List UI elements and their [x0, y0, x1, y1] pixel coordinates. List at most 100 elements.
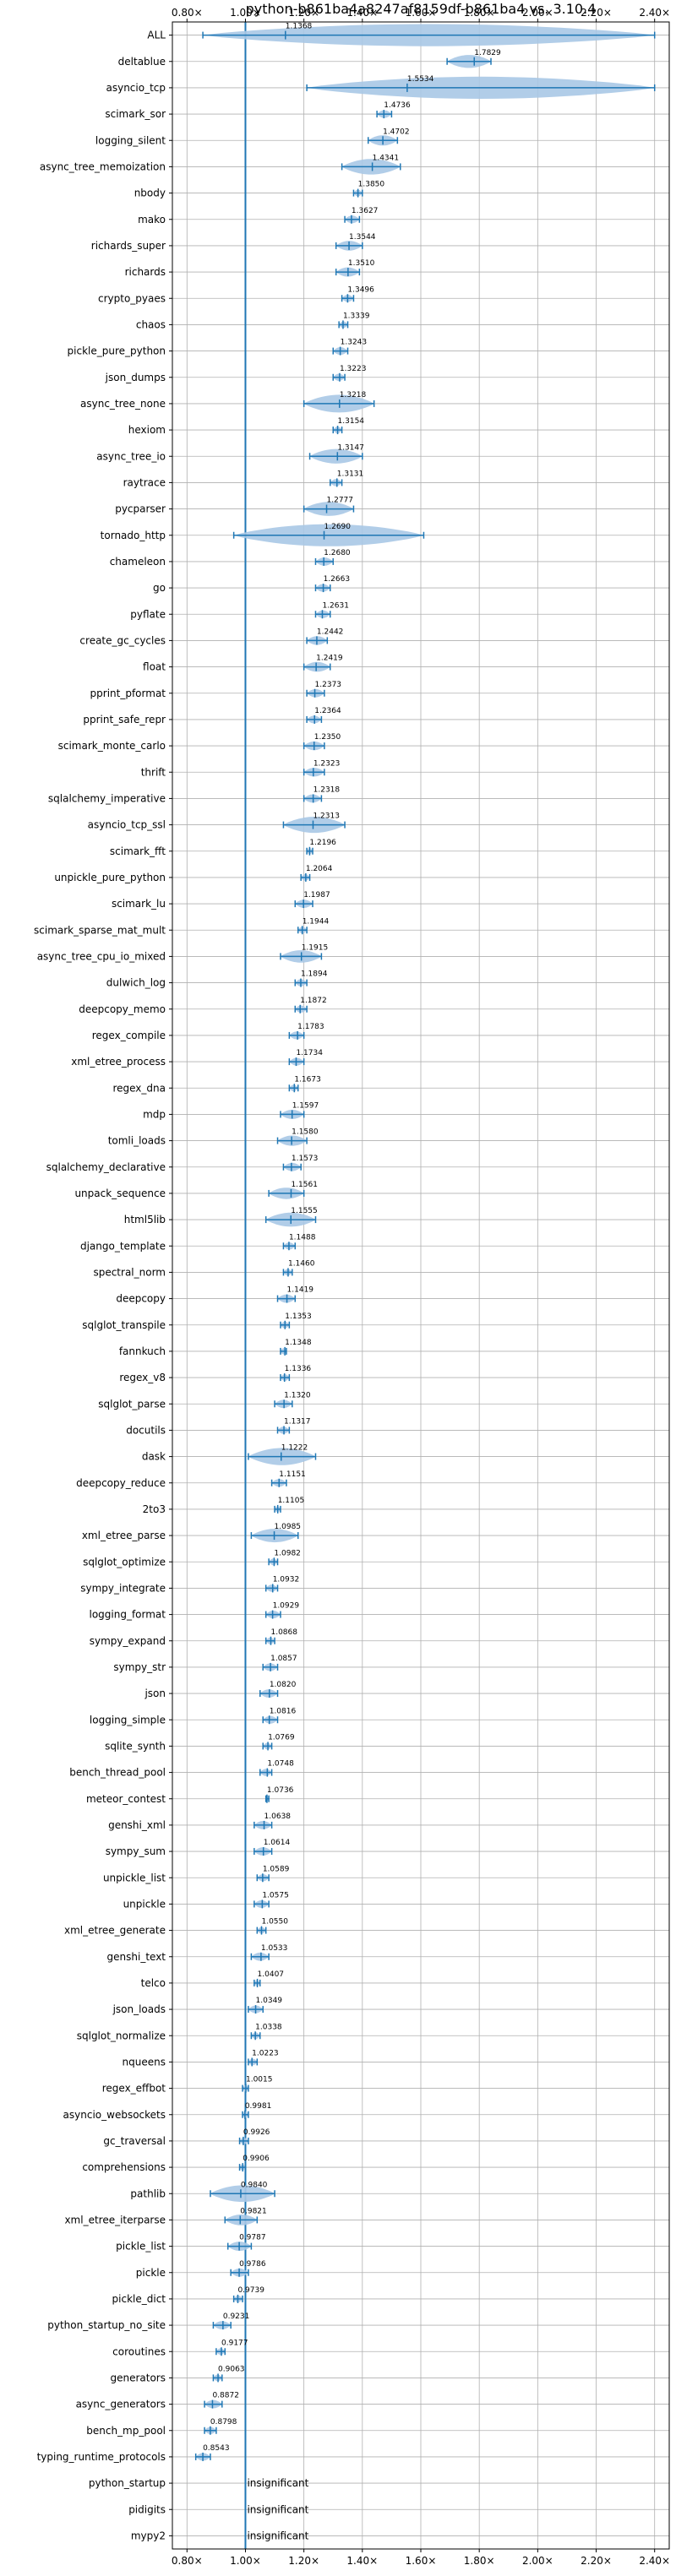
value-label: 0.9786 — [239, 2260, 266, 2269]
benchmark-label: sympy_str — [113, 1661, 166, 1673]
benchmark-label: generators — [110, 2372, 166, 2383]
value-label: 1.1561 — [291, 1181, 318, 1189]
benchmark-label: bench_thread_pool — [69, 1767, 166, 1779]
benchmark-label: sqlglot_normalize — [77, 2030, 166, 2041]
benchmark-label: json_dumps — [105, 372, 166, 383]
value-label: 1.2350 — [314, 733, 341, 742]
insignificant-label: insignificant — [247, 2503, 308, 2515]
benchmark-label: deepcopy — [116, 1293, 166, 1305]
benchmark-label: raytrace — [123, 476, 166, 488]
value-label: 1.0985 — [275, 1523, 302, 1531]
x-tick-label-bottom: 1.40× — [346, 2555, 378, 2567]
benchmark-label: scimark_lu — [112, 898, 166, 910]
benchmark-label: xml_etree_parse — [82, 1530, 166, 1541]
benchmark-label: gc_traversal — [103, 2135, 166, 2147]
value-label: 0.9177 — [221, 2339, 248, 2347]
value-label: 1.1783 — [297, 1023, 324, 1031]
value-label: 1.0407 — [258, 1970, 285, 1979]
benchmark-label: sqlalchemy_imperative — [48, 792, 166, 804]
benchmark-label: sympy_expand — [90, 1635, 166, 1647]
value-label: 1.1580 — [292, 1128, 319, 1137]
value-label: 1.2419 — [316, 655, 343, 663]
benchmark-label: sqlglot_transpile — [82, 1319, 166, 1331]
x-tick-label-top: 1.80× — [464, 7, 495, 19]
benchmark-label: pickle_list — [116, 2241, 166, 2253]
benchmark-label: django_template — [80, 1240, 166, 1252]
value-label: 1.2690 — [324, 523, 352, 531]
benchmark-label: pickle_dict — [112, 2293, 166, 2305]
benchmark-label: xml_etree_iterparse — [64, 2214, 166, 2225]
benchmark-label: sympy_integrate — [80, 1582, 166, 1594]
value-label: 1.2663 — [324, 575, 351, 584]
x-tick-label-top: 1.00× — [230, 7, 261, 19]
value-label: 1.1151 — [279, 1470, 306, 1479]
x-tick-label-top: 2.40× — [639, 7, 670, 19]
benchmark-label: comprehensions — [82, 2161, 166, 2173]
benchmark-label: logging_format — [89, 1609, 166, 1621]
benchmark-label: async_generators — [76, 2399, 166, 2410]
value-label: 1.1353 — [285, 1312, 312, 1321]
value-label: 1.2196 — [309, 839, 336, 847]
value-label: 0.9231 — [223, 2312, 250, 2321]
benchmark-label: pyflate — [130, 608, 166, 620]
value-label: 1.3131 — [337, 470, 364, 478]
value-label: 0.9821 — [240, 2207, 267, 2215]
benchmark-label: chaos — [136, 318, 166, 330]
value-label: 1.0533 — [261, 1944, 288, 1953]
value-label: 0.9739 — [237, 2286, 264, 2295]
value-label: 1.0349 — [256, 1997, 283, 2005]
value-label: 1.1320 — [284, 1391, 311, 1399]
benchmark-label: dask — [142, 1451, 166, 1463]
benchmark-label: async_tree_io — [96, 450, 166, 462]
x-tick-label-top: 1.60× — [406, 7, 437, 19]
value-label: 1.1555 — [291, 1207, 318, 1215]
value-label: 1.2364 — [314, 707, 341, 715]
insignificant-label: insignificant — [247, 2477, 308, 2489]
benchmark-label: richards_super — [91, 240, 166, 252]
value-label: 1.3223 — [340, 365, 367, 373]
value-label: 0.9063 — [218, 2365, 245, 2373]
benchmark-label: go — [153, 582, 166, 594]
value-label: 0.9787 — [239, 2234, 266, 2242]
benchmark-label: asyncio_websockets — [63, 2109, 166, 2121]
benchmark-label: deepcopy_reduce — [76, 1477, 166, 1489]
value-label: 1.4736 — [384, 101, 411, 110]
benchmark-label: scimark_fft — [110, 845, 166, 857]
benchmark-label: fannkuch — [119, 1345, 166, 1357]
value-label: 1.3154 — [338, 417, 365, 426]
value-label: 1.4702 — [383, 128, 410, 136]
benchmark-label: crypto_pyaes — [98, 292, 166, 304]
value-label: 1.3510 — [348, 259, 375, 268]
value-label: 1.1222 — [281, 1444, 308, 1453]
benchmark-label: async_tree_memoization — [40, 160, 166, 172]
benchmark-label: regex_dna — [112, 1082, 166, 1094]
value-label: 0.9840 — [241, 2181, 268, 2189]
benchmark-label: bench_mp_pool — [86, 2425, 166, 2437]
benchmark-label: dulwich_log — [106, 977, 166, 989]
benchmark-label: json_loads — [112, 2003, 166, 2015]
benchmark-label: mdp — [143, 1108, 166, 1120]
value-label: 1.3243 — [341, 339, 368, 347]
value-label: 1.0932 — [273, 1575, 300, 1584]
benchmark-label: pidigits — [128, 2503, 166, 2515]
value-label: 1.0015 — [246, 2076, 273, 2084]
x-tick-label-bottom: 1.00× — [230, 2555, 261, 2567]
value-label: 1.2318 — [313, 785, 341, 794]
value-label: 1.0748 — [267, 1760, 294, 1769]
benchmark-label: logging_silent — [95, 134, 166, 146]
benchmark-label: pathlib — [130, 2187, 166, 2199]
grid-layer — [172, 22, 669, 2549]
value-label: 1.3544 — [349, 233, 376, 242]
benchmark-label: sympy_sum — [106, 1845, 166, 1857]
value-label: 1.1419 — [287, 1286, 314, 1295]
benchmark-label: scimark_sor — [105, 108, 166, 120]
benchmark-label: pprint_safe_repr — [83, 714, 166, 726]
benchmark-label: tornado_http — [101, 530, 166, 541]
benchmark-label: pickle_pure_python — [68, 345, 166, 357]
value-label: 1.2777 — [327, 497, 354, 505]
benchmark-label: sqlglot_parse — [98, 1398, 166, 1410]
value-label: 1.1987 — [303, 891, 330, 899]
value-label: 1.3147 — [337, 443, 364, 452]
